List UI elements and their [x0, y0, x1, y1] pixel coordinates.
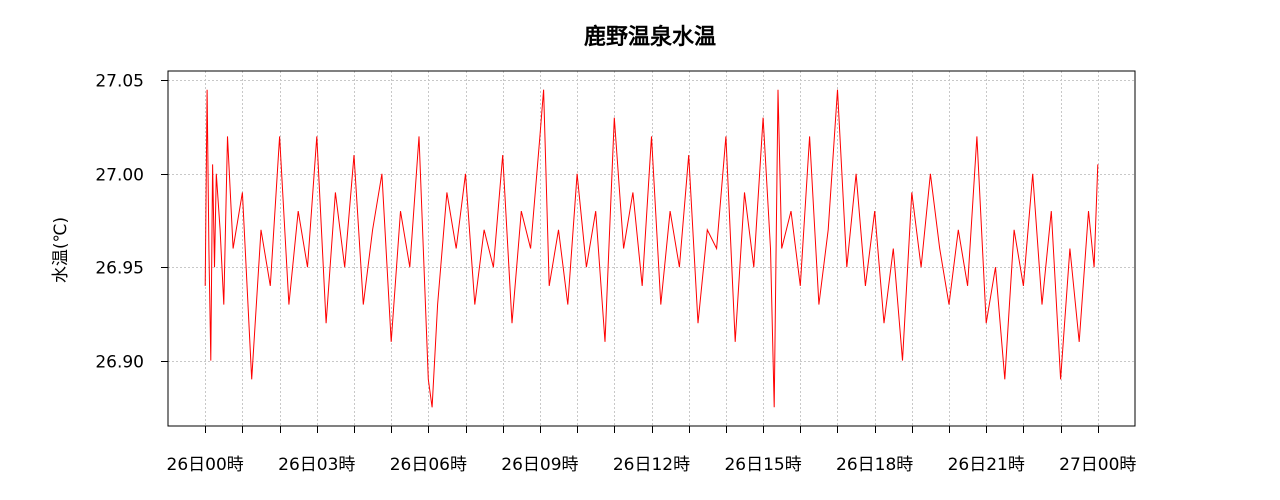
- x-tick-label: 26日06時: [390, 455, 467, 475]
- y-tick-label: 26.90: [95, 353, 144, 373]
- x-tick-label: 26日00時: [167, 455, 244, 475]
- series-layer: [204, 89, 1099, 408]
- x-axis: 26日00時 26日03時 26日06時 26日09時 26日12時 26日15時 26日1…: [167, 426, 1136, 475]
- y-tick-label: 27.05: [95, 72, 144, 92]
- x-tick-label: 26日03時: [278, 455, 355, 475]
- x-tick-label: 26日15時: [724, 455, 801, 475]
- y-tick-label: 27.00: [95, 166, 144, 186]
- x-tick-label: 26日09時: [501, 455, 578, 475]
- grid-lines: [168, 71, 1135, 426]
- y-axis-label: 水温(℃): [51, 217, 71, 283]
- plot-frame: [167, 70, 1136, 427]
- chart-title: 鹿野温泉水温: [584, 24, 716, 50]
- water-temperature-line: [204, 89, 1099, 408]
- x-tick-label: 27日00時: [1059, 455, 1136, 475]
- x-tick-label: 26日12時: [613, 455, 690, 475]
- x-tick-label: 26日18時: [836, 455, 913, 475]
- y-tick-label: 26.95: [95, 259, 144, 279]
- y-axis: 26.90 26.95 27.00 27.05: [95, 72, 168, 373]
- x-tick-label: 26日21時: [948, 455, 1025, 475]
